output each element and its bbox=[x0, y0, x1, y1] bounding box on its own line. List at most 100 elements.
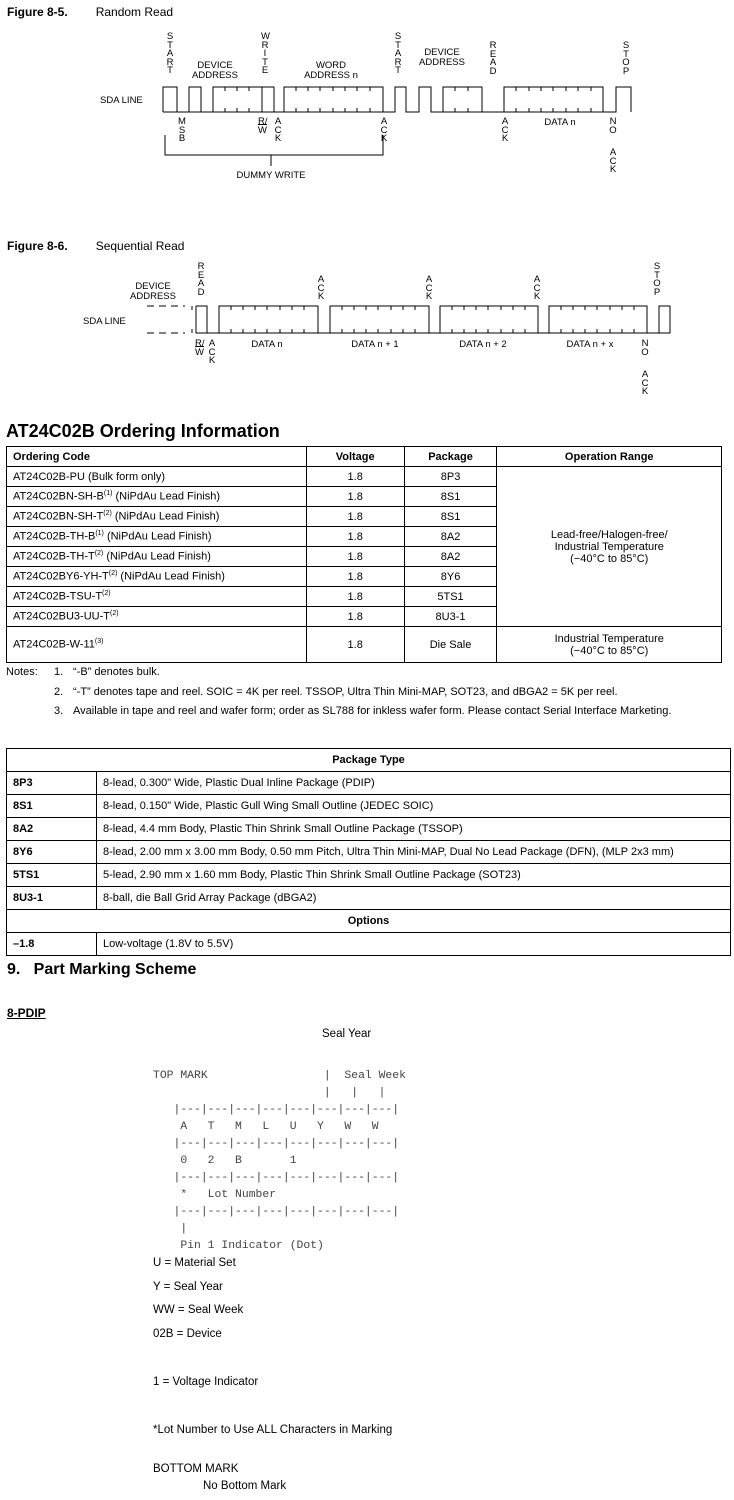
rw-w: W bbox=[258, 124, 267, 136]
code-cell: 8Y6 bbox=[6, 840, 97, 864]
legend-item: Y = Seal Year bbox=[153, 1281, 223, 1293]
ordering-code-cell: AT24C02B-PU (Bulk form only) bbox=[6, 466, 307, 487]
section-header-row: Package Type bbox=[6, 748, 731, 772]
code-cell: 8P3 bbox=[6, 771, 97, 795]
footnote-ref: (2) bbox=[94, 550, 104, 558]
operation-range-cell: Lead-free/Halogen-free/Industrial Temper… bbox=[496, 466, 722, 627]
ordering-code-cell: AT24C02BU3-UU-T(2) bbox=[6, 606, 307, 627]
ack-label: ACK bbox=[274, 116, 282, 145]
table-row: 8Y6 8-lead, 2.00 mm x 3.00 mm Body, 0.50 … bbox=[6, 840, 731, 864]
marking-diagram-line: Pin 1 Indicator (Dot) bbox=[153, 1240, 324, 1252]
marking-diagram-line: |---|---|---|---|---|---|---|---| bbox=[153, 1104, 400, 1116]
device-address-label: DEVICE ADDRESS bbox=[419, 47, 465, 68]
dummy-write-label: DUMMY WRITE bbox=[236, 170, 306, 181]
description-cell: 8-lead, 4.4 mm Body, Plastic Thin Shrink… bbox=[96, 817, 731, 841]
operation-range-line: (−40°C to 85°C) bbox=[570, 552, 649, 565]
package-cell: 8S1 bbox=[403, 506, 498, 527]
code-cell: 5TS1 bbox=[6, 863, 97, 887]
package-type-table: Package Type 8P3 8-lead, 0.300" Wide, Plas… bbox=[6, 748, 731, 956]
table-row: AT24C02B-TH-B(1) (NiPdAu Lead Finish) 1.8… bbox=[6, 526, 722, 547]
description-cell: 8-lead, 0.300" Wide, Plastic Dual Inline… bbox=[96, 771, 731, 795]
voltage-cell: 1.8 bbox=[305, 526, 405, 547]
table-row: 8A2 8-lead, 4.4 mm Body, Plastic Thin Shr… bbox=[6, 817, 731, 841]
voltage-cell: 1.8 bbox=[305, 466, 405, 487]
data-n-label: DATA n bbox=[544, 117, 576, 128]
table-row: –1.8 Low-voltage (1.8V to 5.5V) bbox=[6, 932, 731, 956]
ordering-heading: AT24C02B Ordering Information bbox=[6, 421, 280, 441]
footnote-ref: (2) bbox=[103, 510, 112, 518]
figure-number: Figure 8-5. bbox=[7, 5, 68, 19]
part-marking-heading: 9. Part Marking Scheme bbox=[7, 961, 197, 978]
data-label: DATA n + x bbox=[566, 339, 614, 350]
data-label: DATA n bbox=[251, 339, 283, 350]
table-row: 8S1 8-lead, 0.150" Wide, Plastic Gull Win… bbox=[6, 794, 731, 818]
ack-label: ACK bbox=[425, 274, 433, 303]
table-row: 8U3-1 8-ball, die Ball Grid Array Package… bbox=[6, 886, 731, 910]
operation-range-cell: Industrial Temperature (−40°C to 85°C) bbox=[496, 626, 722, 663]
footnote-ref: (2) bbox=[108, 570, 118, 578]
ordering-code: AT24C02B-W-11 bbox=[13, 638, 95, 651]
rw-slash: / bbox=[201, 338, 205, 349]
section-header: Options bbox=[6, 909, 731, 933]
legend-item: 02B = Device bbox=[153, 1328, 222, 1340]
package-cell: 5TS1 bbox=[403, 586, 498, 607]
column-header: Operation Range bbox=[496, 446, 722, 467]
voltage-cell: 1.8 bbox=[305, 506, 405, 527]
figure-title: Sequential Read bbox=[95, 239, 185, 253]
ack-label: ACK bbox=[317, 274, 325, 303]
column-header: Voltage bbox=[305, 446, 405, 467]
header-row: Ordering Code Voltage Package Operation Ran… bbox=[6, 446, 722, 467]
no-bottom-mark-text: No Bottom Mark bbox=[203, 1480, 287, 1492]
operation-range-line: Lead-free/Halogen-free/ bbox=[550, 528, 668, 541]
ack-label: ACK bbox=[208, 338, 216, 367]
no-ack-label: ACK bbox=[641, 369, 649, 398]
footnote-ref: (2) bbox=[102, 590, 111, 598]
footnote-ref: (1) bbox=[95, 530, 104, 538]
section-header: Package Type bbox=[6, 748, 731, 772]
note-number: 3. bbox=[54, 705, 64, 717]
sequential-read-waveform bbox=[147, 305, 671, 334]
marking-diagram-line: A T M L U Y W W bbox=[153, 1121, 379, 1133]
legend-item: 1 = Voltage Indicator bbox=[153, 1376, 259, 1388]
footnote-ref: (1) bbox=[103, 490, 113, 498]
notes-label: Notes: bbox=[6, 666, 38, 678]
lead-finish: (NiPdAu Lead Finish) bbox=[117, 570, 225, 583]
table-row: AT24C02B-W-11(3) 1.8 Die Sale Industrial Te… bbox=[6, 626, 722, 663]
table-row: AT24C02B-PU (Bulk form only) 1.8 8P3 Lead-f… bbox=[6, 466, 722, 627]
read-label: READ bbox=[197, 261, 205, 298]
description-cell: 8-lead, 2.00 mm x 3.00 mm Body, 0.50 mm … bbox=[96, 840, 731, 864]
marking-diagram-line: |---|---|---|---|---|---|---|---| bbox=[153, 1138, 400, 1150]
ordering-code-cell: AT24C02B-TH-T(2) (NiPdAu Lead Finish) bbox=[6, 546, 307, 567]
voltage-cell: 1.8 bbox=[305, 486, 405, 507]
start-label: START bbox=[166, 31, 174, 77]
ordering-code-cell: AT24C02B-TSU-T(2) bbox=[6, 586, 307, 607]
device-address-label: DEVICE ADDRESS bbox=[130, 281, 176, 302]
voltage-cell: 1.8 bbox=[305, 606, 405, 627]
ordering-code-cell: AT24C02BN-SH-T(2) (NiPdAu Lead Finish) bbox=[6, 506, 307, 527]
voltage-cell: 1.8 bbox=[305, 546, 405, 567]
package-cell: 8A2 bbox=[403, 526, 498, 547]
section-header-row: Options bbox=[6, 909, 731, 933]
footnote-ref: (2) bbox=[110, 610, 119, 618]
package-cell: 8A2 bbox=[403, 546, 498, 567]
note-text: Available in tape and reel and wafer for… bbox=[73, 705, 672, 717]
marking-diagram-line: | bbox=[153, 1223, 188, 1235]
no-label: NO bbox=[609, 116, 617, 136]
ordering-code: AT24C02B-TH-T bbox=[13, 550, 95, 563]
marking-diagram-line: |---|---|---|---|---|---|---|---| bbox=[153, 1172, 400, 1184]
voltage-cell: 1.8 bbox=[305, 566, 405, 587]
legend-item: *Lot Number to Use ALL Characters in Mar… bbox=[153, 1424, 393, 1436]
ordering-code: AT24C02BN-SH-B bbox=[13, 490, 104, 503]
description-cell: Low-voltage (1.8V to 5.5V) bbox=[96, 932, 731, 956]
random-read-waveform bbox=[162, 86, 632, 166]
operation-range-line: Industrial Temperature bbox=[554, 632, 664, 645]
word-address-label: WORD ADDRESS n bbox=[304, 60, 358, 81]
package-cell: 8S1 bbox=[403, 486, 498, 507]
operation-range-line: (−40°C to 85°C) bbox=[570, 644, 649, 657]
ordering-code-cell: AT24C02B-W-11(3) bbox=[6, 626, 307, 663]
voltage-cell: 1.8 bbox=[305, 586, 405, 607]
note-text: “-T” denotes tape and reel. SOIC = 4K pe… bbox=[73, 685, 618, 698]
sda-line-label: SDA LINE bbox=[83, 316, 126, 327]
ordering-code: AT24C02BN-SH-T bbox=[13, 510, 104, 523]
